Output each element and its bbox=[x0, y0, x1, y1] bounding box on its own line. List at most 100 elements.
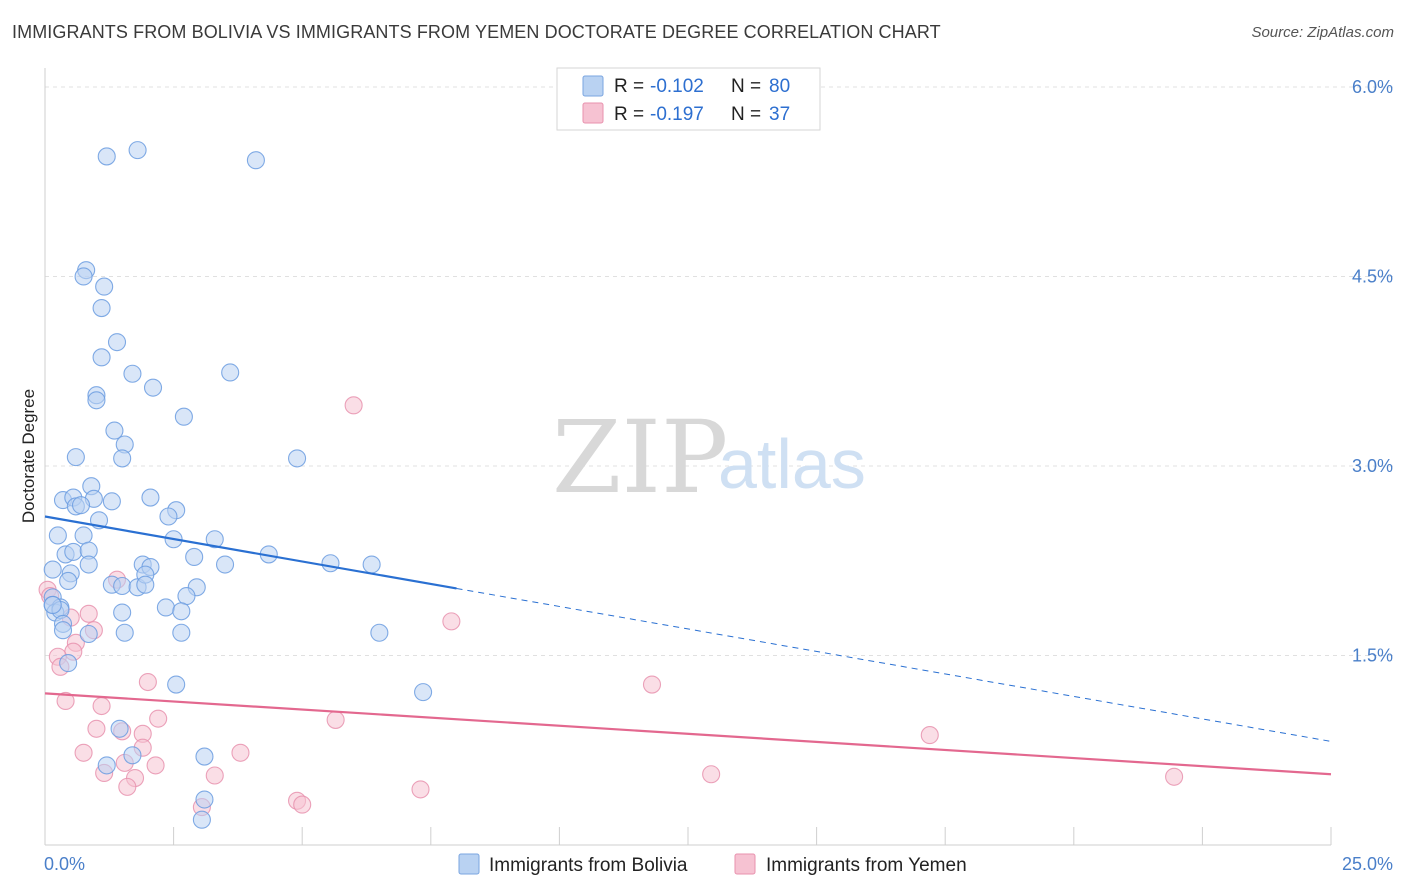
yemen-point bbox=[205, 766, 224, 785]
y-tick-label: 6.0% bbox=[1352, 77, 1393, 97]
bottom-legend-swatch-bolivia bbox=[458, 853, 480, 875]
bolivia-point bbox=[97, 147, 116, 166]
bolivia-point bbox=[71, 496, 91, 515]
bolivia-point bbox=[110, 719, 129, 738]
yemen-point bbox=[146, 756, 165, 775]
bolivia-point bbox=[74, 526, 93, 545]
yemen-point bbox=[138, 672, 157, 692]
bolivia-point bbox=[192, 810, 211, 829]
bolivia-point bbox=[123, 364, 142, 383]
y-tick-label: 4.5% bbox=[1352, 266, 1393, 286]
bolivia-point bbox=[59, 654, 78, 673]
legend-r-label: R = bbox=[614, 76, 644, 97]
bolivia-trend-line bbox=[44, 515, 457, 590]
watermark-atlas: atlas bbox=[718, 425, 866, 503]
bolivia-point bbox=[362, 555, 381, 574]
bolivia-point bbox=[123, 746, 142, 765]
legend-r-value-yemen: -0.197 bbox=[650, 104, 704, 125]
bolivia-point bbox=[177, 587, 196, 606]
yemen-point bbox=[56, 691, 75, 711]
bolivia-point bbox=[92, 348, 111, 367]
bolivia-point bbox=[143, 378, 163, 397]
bolivia-point bbox=[79, 555, 98, 574]
bottom-legend: Immigrants from Bolivia Immigrants from … bbox=[458, 853, 967, 876]
yemen-point bbox=[702, 765, 721, 784]
bolivia-point bbox=[172, 623, 191, 642]
legend-n-label: N = bbox=[731, 104, 761, 125]
trend-lines bbox=[44, 515, 1332, 776]
bolivia-point bbox=[102, 492, 121, 511]
bolivia-point bbox=[64, 542, 83, 561]
bolivia-point bbox=[74, 267, 93, 286]
bolivia-point bbox=[113, 576, 132, 596]
yemen-point bbox=[231, 743, 250, 762]
y-axis-title: Doctorate Degree bbox=[19, 389, 38, 523]
legend-n-label: N = bbox=[731, 76, 761, 97]
bolivia-point bbox=[136, 575, 155, 594]
y-tick-label: 1.5% bbox=[1352, 645, 1393, 665]
yemen-point bbox=[149, 709, 168, 728]
bolivia-point bbox=[97, 756, 116, 775]
bolivia-point bbox=[59, 571, 78, 590]
bolivia-point bbox=[215, 555, 235, 574]
bolivia-point bbox=[205, 530, 224, 549]
series-bolivia-points bbox=[43, 141, 433, 829]
yemen-point bbox=[326, 710, 345, 729]
bolivia-point bbox=[95, 277, 114, 296]
bolivia-point bbox=[370, 623, 389, 642]
yemen-point bbox=[920, 726, 939, 745]
bolivia-point bbox=[107, 333, 127, 352]
bolivia-point bbox=[79, 624, 98, 644]
x-tick-label-min: 0.0% bbox=[44, 854, 85, 874]
watermark-zip: ZIP bbox=[552, 399, 728, 516]
bolivia-point bbox=[195, 790, 214, 809]
bottom-legend-swatch-yemen bbox=[734, 853, 756, 875]
yemen-point bbox=[118, 777, 137, 796]
watermark: ZIP atlas bbox=[552, 399, 866, 516]
legend-n-value-bolivia: 80 bbox=[769, 76, 790, 97]
bolivia-point bbox=[43, 560, 62, 579]
bolivia-point bbox=[167, 675, 186, 694]
yemen-point bbox=[642, 675, 662, 694]
x-ticks bbox=[173, 827, 1332, 845]
bolivia-point bbox=[105, 421, 124, 440]
yemen-point bbox=[293, 795, 312, 814]
yemen-trend-line bbox=[44, 692, 1332, 776]
bolivia-point bbox=[66, 448, 85, 467]
bottom-legend-label-bolivia: Immigrants from Bolivia bbox=[489, 855, 688, 876]
bolivia-point bbox=[221, 363, 240, 382]
bolivia-point bbox=[53, 621, 73, 640]
bolivia-point bbox=[185, 547, 204, 566]
bolivia-point bbox=[113, 449, 132, 468]
bolivia-point bbox=[87, 391, 106, 410]
bolivia-trend-extension bbox=[456, 587, 1332, 742]
bolivia-point bbox=[246, 151, 265, 170]
yemen-point bbox=[74, 743, 93, 762]
y-tick-labels: 1.5% 3.0% 4.5% 6.0% bbox=[1352, 77, 1393, 666]
bolivia-point bbox=[156, 598, 175, 617]
yemen-point bbox=[442, 612, 461, 631]
yemen-point bbox=[411, 780, 430, 799]
bolivia-point bbox=[172, 602, 191, 621]
bolivia-point bbox=[128, 141, 147, 160]
legend-r-value-bolivia: -0.102 bbox=[650, 76, 704, 97]
bolivia-point bbox=[43, 595, 62, 615]
bolivia-point bbox=[174, 407, 193, 426]
legend-r-label: R = bbox=[614, 104, 644, 125]
bolivia-point bbox=[141, 488, 160, 507]
bolivia-point bbox=[115, 623, 134, 642]
yemen-point bbox=[92, 696, 111, 716]
bolivia-point bbox=[92, 298, 111, 318]
yemen-point bbox=[79, 604, 98, 623]
legend-n-value-yemen: 37 bbox=[769, 104, 790, 125]
bolivia-point bbox=[321, 554, 340, 573]
legend-swatch-bolivia bbox=[582, 75, 604, 97]
chart-title: IMMIGRANTS FROM BOLIVIA VS IMMIGRANTS FR… bbox=[12, 22, 941, 42]
legend-swatch-yemen bbox=[582, 102, 604, 124]
legend-box: R = -0.102 N = 80 R = -0.197 N = 37 bbox=[556, 67, 821, 131]
source-label: Source: ZipAtlas.com bbox=[1251, 24, 1394, 41]
yemen-point bbox=[1165, 767, 1184, 786]
y-tick-label: 3.0% bbox=[1352, 456, 1393, 476]
bottom-legend-label-yemen: Immigrants from Yemen bbox=[766, 855, 967, 876]
